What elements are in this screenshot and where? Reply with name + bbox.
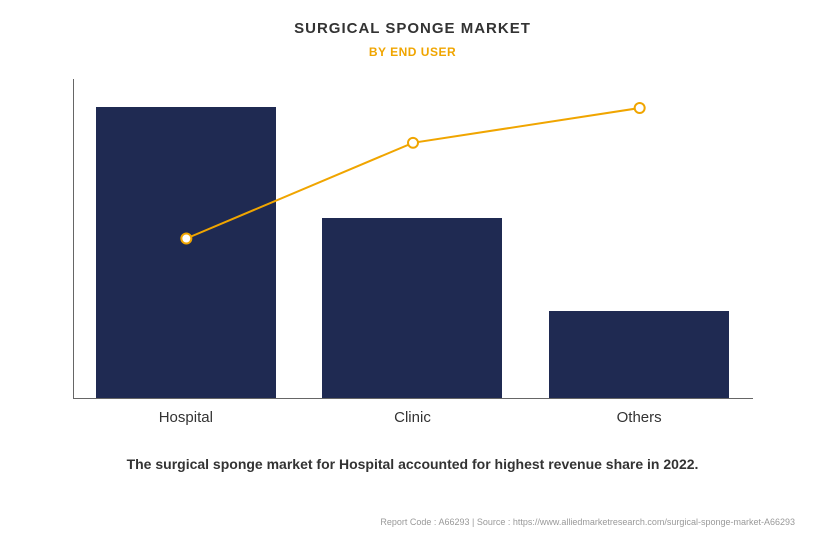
plot-area (73, 79, 753, 399)
x-label-hospital: Hospital (96, 409, 276, 426)
chart-caption: The surgical sponge market for Hospital … (127, 456, 699, 472)
footer-report-code: Report Code : A66293 (380, 517, 469, 527)
footer-source: Report Code : A66293 | Source : https://… (380, 517, 795, 527)
chart-container: SURGICAL SPONGE MARKET BY END USER Hospi… (0, 0, 825, 537)
bar-clinic (322, 218, 502, 398)
footer-source-text: Source : https://www.alliedmarketresearc… (477, 517, 795, 527)
x-label-others: Others (549, 409, 729, 426)
footer-separator: | (472, 517, 474, 527)
bar-others (549, 311, 729, 398)
bar-hospital (96, 107, 276, 398)
chart-subtitle: BY END USER (369, 45, 456, 59)
x-axis-labels: Hospital Clinic Others (73, 409, 753, 426)
x-label-clinic: Clinic (322, 409, 502, 426)
chart-title: SURGICAL SPONGE MARKET (294, 20, 531, 37)
bars-group (73, 79, 753, 398)
